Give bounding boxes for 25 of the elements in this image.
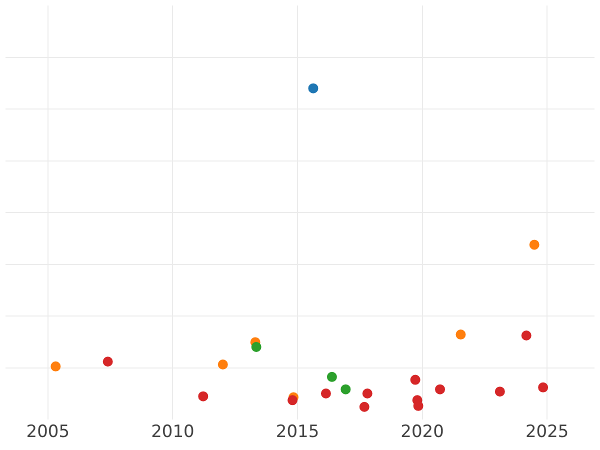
point [198,391,208,402]
point [50,361,61,372]
point [435,384,446,394]
point [288,395,298,406]
point [529,240,540,250]
point [326,372,337,382]
point [410,374,420,385]
point [320,388,331,398]
x-tick-label: 2025 [525,422,569,442]
point [362,388,372,398]
point [494,386,505,397]
point [102,356,113,367]
point [456,330,466,340]
point [413,400,424,411]
point [308,83,318,94]
point [340,384,351,394]
x-tick-label: 2015 [276,422,320,442]
point [218,359,228,370]
x-tick-label: 2020 [400,422,444,442]
point [538,382,548,392]
point [251,342,262,352]
point [359,402,370,412]
point [521,330,532,341]
x-tick-label: 2010 [151,422,194,442]
x-tick-label: 2005 [26,422,70,442]
